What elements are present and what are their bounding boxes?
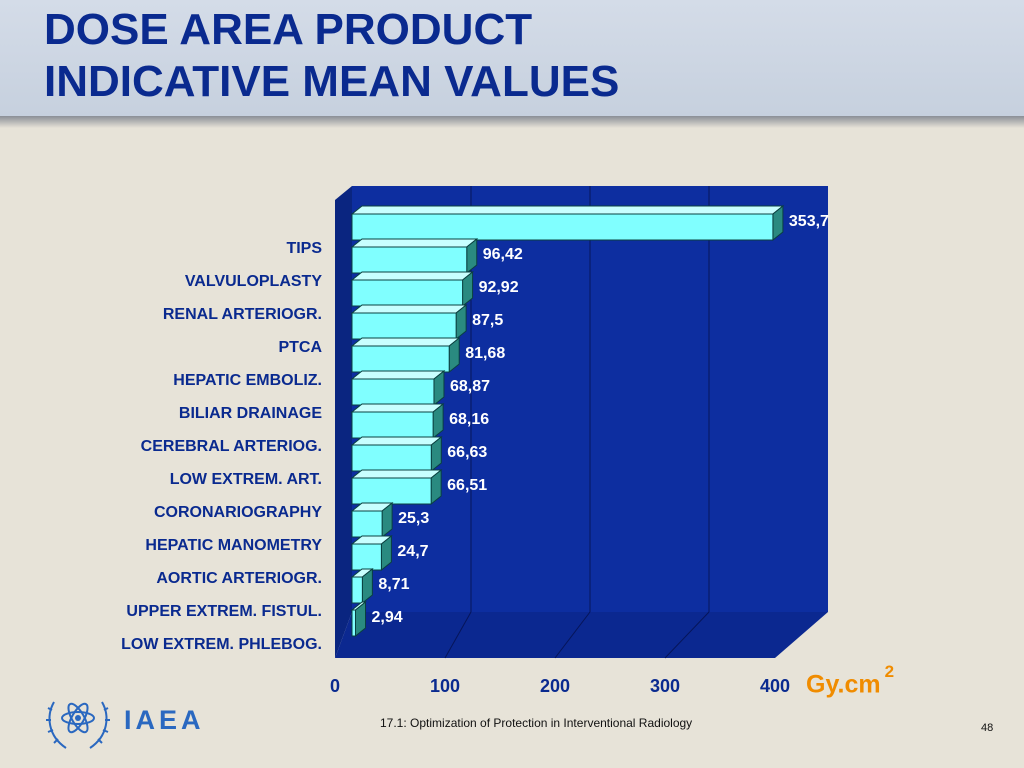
floor-gridline — [444, 611, 472, 659]
bar-top-face — [350, 304, 468, 314]
category-labels: TIPS VALVULOPLASTY RENAL ARTERIOGR. PTCA HEP… — [121, 240, 322, 653]
bar — [351, 279, 464, 307]
bar-top-face — [350, 403, 445, 413]
bar-value-label: 87,5 — [472, 312, 503, 329]
slide-title-line-1: DOSE AREA PRODUCT — [44, 5, 533, 54]
bar-top-face — [350, 238, 479, 248]
bar-value-label: 68,16 — [449, 411, 489, 428]
iaea-emblem-icon — [46, 701, 110, 749]
bar-value-label: 24,7 — [397, 543, 428, 560]
slide-title-line-2: INDICATIVE MEAN VALUES — [44, 57, 620, 106]
page-number: 48 — [981, 722, 994, 734]
bar-value-label: 8,71 — [378, 576, 409, 593]
bar — [351, 543, 382, 571]
floor-gridline — [664, 611, 710, 659]
category-label: CEREBRAL ARTERIOG. — [141, 438, 322, 455]
category-label: LOW EXTREM. ART. — [170, 471, 322, 488]
gridlines — [444, 186, 710, 659]
category-label: HEPATIC MANOMETRY — [145, 537, 322, 554]
bar — [351, 213, 774, 241]
bar-top-face — [350, 469, 443, 479]
plot-side-wall — [335, 186, 352, 658]
x-tick-labels: 0 100 200 300 400 — [330, 676, 790, 696]
category-label: AORTIC ARTERIOGR. — [156, 570, 322, 587]
bar-value-label: 353,7 — [789, 213, 829, 230]
bar-value-label: 68,87 — [450, 378, 490, 395]
category-label: UPPER EXTREM. FISTUL. — [126, 603, 322, 620]
bar — [351, 576, 363, 604]
category-label: PTCA — [278, 339, 322, 356]
bar-top-face — [350, 337, 461, 347]
x-tick-label: 200 — [540, 676, 570, 696]
unit-label: Gy.cm 2 — [806, 662, 894, 699]
x-tick-label: 0 — [330, 676, 340, 696]
bar-top-face — [350, 370, 446, 380]
bar-value-label: 25,3 — [398, 510, 429, 527]
category-label: TIPS — [286, 240, 322, 257]
bar-value-label: 92,92 — [479, 279, 519, 296]
bar — [351, 345, 450, 373]
bar-value-label: 81,68 — [465, 345, 505, 362]
x-tick-label: 300 — [650, 676, 680, 696]
bar-value-label: 66,51 — [447, 477, 487, 494]
bars — [350, 204, 785, 638]
floor-gridline — [554, 611, 591, 659]
bar — [351, 477, 432, 505]
category-label: BILIAR DRAINAGE — [179, 405, 322, 422]
category-label: VALVULOPLASTY — [185, 273, 323, 290]
bar-value-label: 66,63 — [447, 444, 487, 461]
bar — [351, 510, 383, 538]
bar — [351, 411, 434, 439]
category-label: CORONARIOGRAPHY — [154, 504, 322, 521]
unit-exponent: 2 — [884, 662, 895, 681]
category-label: LOW EXTREM. PHLEBOG. — [121, 636, 322, 653]
bar — [351, 312, 457, 340]
x-tick-label: 100 — [430, 676, 460, 696]
bar-top-face — [350, 271, 475, 281]
bar — [351, 378, 435, 406]
bar-top-face — [350, 436, 443, 446]
category-label: HEPATIC EMBOLIZ. — [173, 372, 322, 389]
bar-top-face — [350, 205, 785, 215]
org-name: IAEA — [124, 705, 205, 735]
unit-text: Gy.cm — [806, 670, 881, 699]
footer-text: 17.1: Optimization of Protection in Inte… — [380, 716, 693, 730]
bar-value-label: 96,42 — [483, 246, 523, 263]
bar-value-label: 2,94 — [371, 609, 402, 626]
plot-floor — [335, 612, 828, 658]
category-label: RENAL ARTERIOGR. — [163, 306, 322, 323]
value-labels: 353,7 96,42 92,92 87,5 81,68 68,87 68,16 66,63 6… — [371, 213, 829, 626]
bar — [351, 246, 468, 274]
bar — [351, 609, 356, 637]
title-shadow — [0, 116, 1024, 128]
title-band — [0, 0, 1024, 118]
bar — [351, 444, 432, 472]
x-tick-label: 400 — [760, 676, 790, 696]
